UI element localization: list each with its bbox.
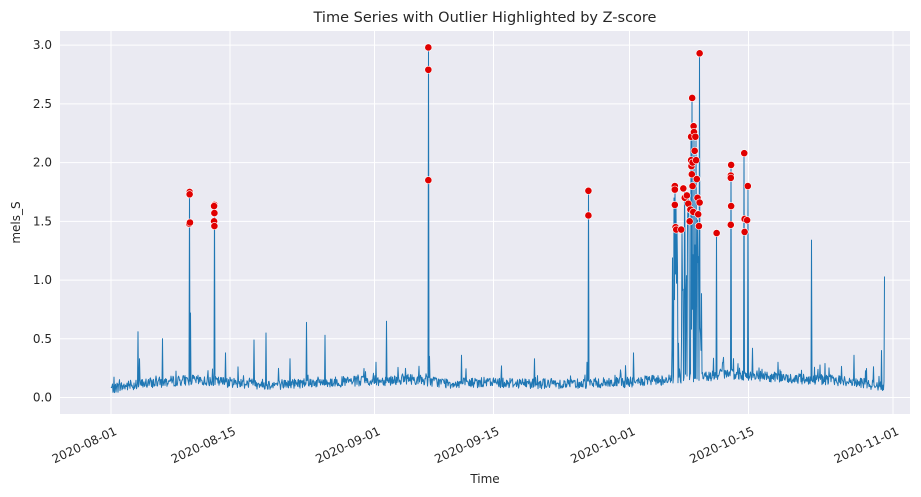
outlier-point <box>740 227 749 236</box>
x-tick-label: 2020-09-15 <box>432 424 501 466</box>
y-tick-label: 0.5 <box>33 332 52 346</box>
x-tick-label: 2020-08-15 <box>169 424 238 466</box>
x-tick-label: 2020-10-15 <box>687 424 756 466</box>
outlier-point <box>692 175 701 183</box>
outlier-point <box>726 173 735 182</box>
outlier-point <box>712 229 721 237</box>
x-tick-label: 2020-08-01 <box>50 424 119 466</box>
outlier-point <box>679 184 688 193</box>
outlier-point <box>186 218 194 227</box>
outlier-point <box>688 182 697 190</box>
outlier-point <box>677 225 686 234</box>
outlier-point <box>743 182 752 190</box>
x-axis-title: Time <box>469 472 499 486</box>
y-tick-label: 0.0 <box>33 391 52 405</box>
outlier-point <box>210 209 219 218</box>
x-tick-label: 2020-10-01 <box>568 424 637 466</box>
plot-area <box>60 31 910 414</box>
outlier-point <box>670 200 679 209</box>
outlier-point <box>695 222 703 230</box>
outlier-point <box>210 222 219 230</box>
series-line <box>110 46 885 394</box>
outlier-point <box>743 216 751 225</box>
grid-lines <box>60 31 910 414</box>
y-tick-label: 2.5 <box>33 97 52 111</box>
x-tick-label: 2020-11-01 <box>832 424 901 466</box>
y-tick-label: 3.0 <box>33 38 52 52</box>
outlier-points <box>185 43 752 237</box>
outlier-point <box>424 43 433 52</box>
outlier-point <box>692 156 700 165</box>
y-axis-title: mels_S <box>9 201 23 243</box>
y-tick-label: 1.0 <box>33 273 52 287</box>
outlier-point <box>727 161 736 169</box>
outlier-point <box>691 132 700 141</box>
outlier-point <box>694 210 703 219</box>
outlier-point <box>695 49 704 58</box>
outlier-point <box>584 211 593 220</box>
outlier-point <box>688 94 697 102</box>
outlier-point <box>685 217 694 226</box>
outlier-point <box>727 202 736 210</box>
series-line-path <box>110 46 885 394</box>
outlier-point <box>682 191 691 200</box>
outlier-point <box>210 202 218 210</box>
outlier-point <box>695 198 704 207</box>
outlier-point <box>670 185 679 194</box>
y-axis-ticks: 0.0 0.5 1.0 1.5 2.0 2.5 3.0 <box>33 38 52 404</box>
x-tick-label: 2020-09-01 <box>313 424 382 466</box>
outlier-point <box>687 170 696 179</box>
outlier-point <box>740 149 749 158</box>
y-tick-label: 2.0 <box>33 156 52 170</box>
outlier-point <box>424 176 433 185</box>
outlier-point <box>726 220 735 229</box>
outlier-point <box>185 190 194 199</box>
x-axis-ticks: 2020-08-01 2020-08-15 2020-09-01 2020-09-15… <box>50 424 901 466</box>
y-tick-label: 1.5 <box>33 214 52 228</box>
outlier-point <box>424 65 433 74</box>
outlier-point <box>690 146 699 155</box>
chart-title: Time Series with Outlier Highlighted by … <box>313 10 657 26</box>
outlier-point <box>584 186 593 195</box>
